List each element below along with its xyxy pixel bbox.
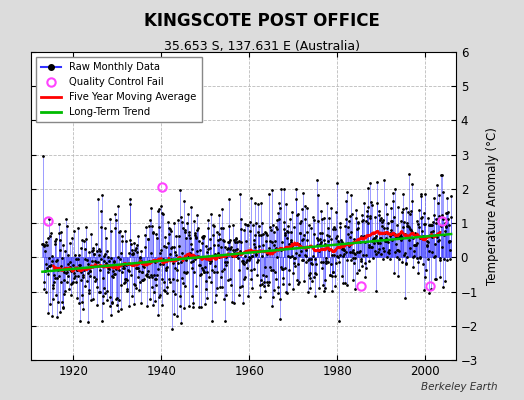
Text: KINGSCOTE POST OFFICE: KINGSCOTE POST OFFICE <box>144 12 380 30</box>
Text: Berkeley Earth: Berkeley Earth <box>421 382 498 392</box>
Text: 35.653 S, 137.631 E (Australia): 35.653 S, 137.631 E (Australia) <box>164 40 360 53</box>
Y-axis label: Temperature Anomaly (°C): Temperature Anomaly (°C) <box>486 127 499 285</box>
Legend: Raw Monthly Data, Quality Control Fail, Five Year Moving Average, Long-Term Tren: Raw Monthly Data, Quality Control Fail, … <box>37 57 202 122</box>
